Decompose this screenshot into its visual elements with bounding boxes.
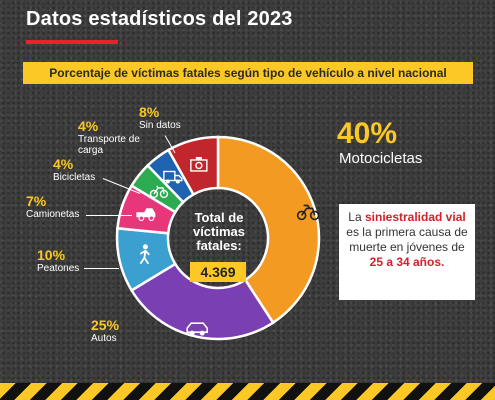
note-text-2: es la primera causa de muerte en jóvenes… xyxy=(346,225,468,254)
label-autos-group: 25% Autos xyxy=(91,317,120,345)
camera-icon xyxy=(190,156,208,172)
title-underline xyxy=(26,40,118,44)
label-bicicletas-group: 4% Bicicletas xyxy=(53,156,96,184)
leader-camionetas xyxy=(86,215,132,216)
label-motocicletas: Motocicletas xyxy=(339,150,423,167)
label-autos-pct: 25% xyxy=(91,317,120,333)
page-title: Datos estadísticos del 2023 xyxy=(26,8,293,30)
hazard-stripe xyxy=(0,383,495,400)
label-sin-datos: Sin datos xyxy=(139,120,181,131)
note-highlight-2: 25 a 34 años. xyxy=(369,255,445,269)
label-peatones-pct: 10% xyxy=(37,247,66,263)
note-text-1: La xyxy=(348,210,365,224)
center-total-value: 4.369 xyxy=(190,262,246,282)
label-transporte: Transporte de carga xyxy=(78,134,140,156)
pedestrian-icon xyxy=(139,244,151,265)
label-sin-datos-pct: 8% xyxy=(139,104,160,120)
car-icon xyxy=(186,322,208,336)
label-sin-datos-group: 8% Sin datos xyxy=(139,104,181,132)
motorcycle-icon xyxy=(296,204,320,221)
label-peatones: Peatones xyxy=(37,263,80,274)
label-camionetas: Camionetas xyxy=(26,209,80,220)
bicycle-icon xyxy=(149,185,169,199)
label-autos: Autos xyxy=(91,333,117,344)
leader-peatones xyxy=(84,268,119,269)
label-camionetas-pct: 7% xyxy=(26,193,47,209)
pickup-icon xyxy=(136,208,156,222)
label-camionetas-group: 7% Camionetas xyxy=(26,193,80,221)
label-transporte-pct: 4% xyxy=(78,118,99,134)
label-bicicletas-pct: 4% xyxy=(53,156,74,172)
label-bicicletas: Bicicletas xyxy=(53,172,96,183)
slice-autos xyxy=(129,262,275,341)
note-highlight-1: siniestralidad vial xyxy=(364,210,466,224)
info-note: La siniestralidad vial es la primera cau… xyxy=(339,204,475,300)
slice-motocicletas xyxy=(216,135,321,325)
label-motocicletas-pct: 40% xyxy=(337,117,398,150)
label-transporte-group: 4% Transporte de carga xyxy=(78,118,140,157)
label-peatones-group: 10% Peatones xyxy=(37,247,80,275)
chart-subtitle: Porcentaje de víctimas fatales según tip… xyxy=(23,62,473,84)
center-total-label: Total de víctimas fatales: xyxy=(192,210,246,253)
slice-sin-datos xyxy=(166,135,220,197)
truck-icon xyxy=(163,170,183,184)
